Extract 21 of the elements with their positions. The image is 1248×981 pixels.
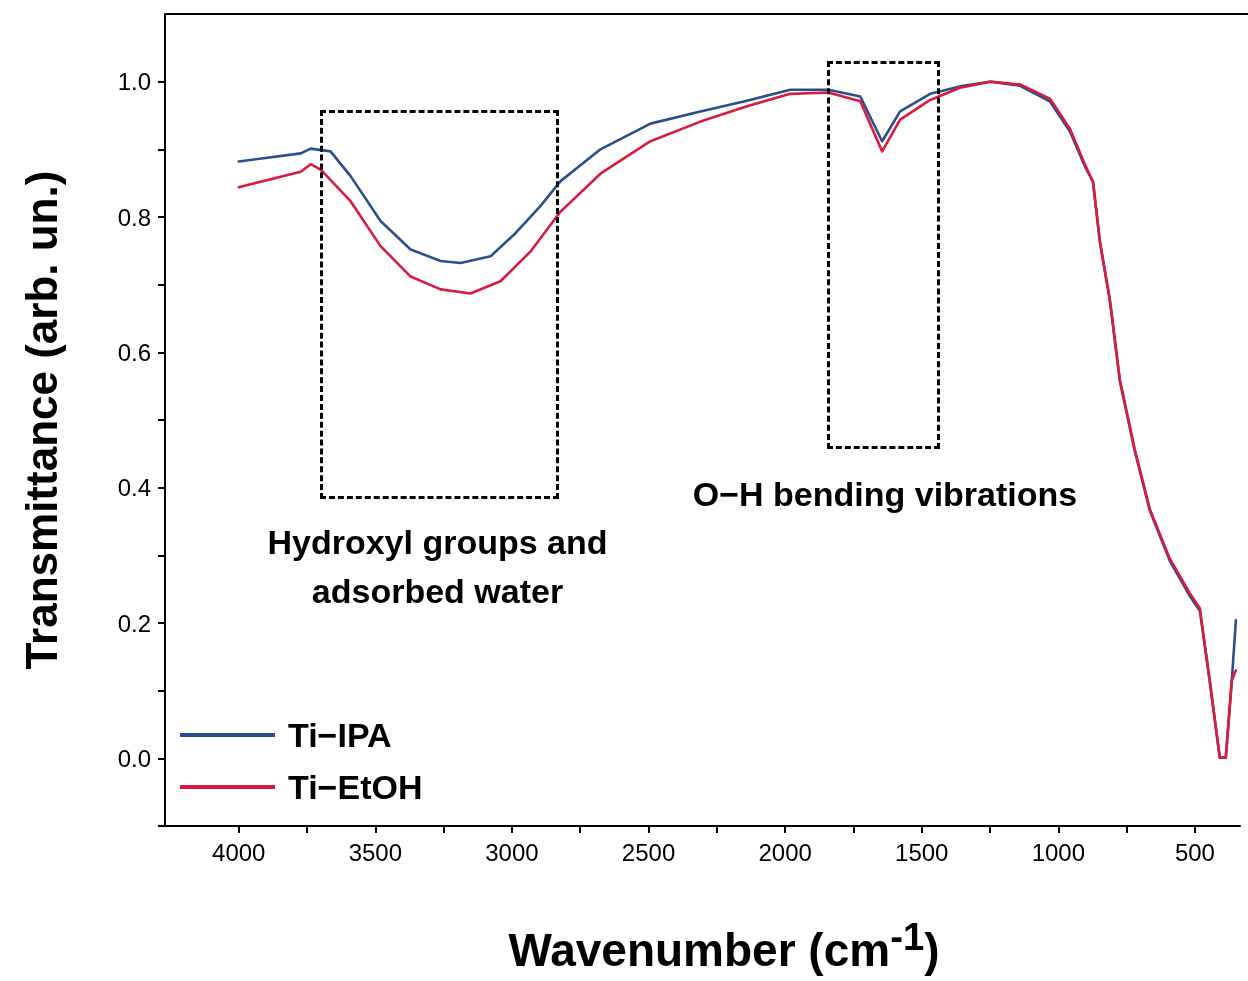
y-tick-label: 0.8 <box>117 203 151 231</box>
x-tick-label: 2000 <box>758 838 812 866</box>
x-tick-label: 1500 <box>895 838 949 866</box>
x-axis-title: Wavenumber (cm$^{-1}$) <box>507 915 941 978</box>
legend-label: Ti−IPA <box>288 716 392 754</box>
y-tick-label: 0.4 <box>117 474 151 502</box>
line-series <box>237 80 1238 759</box>
y-tick-label: 0.0 <box>117 744 151 772</box>
y-tick-label: 0.2 <box>117 609 151 637</box>
x-tick-label: 500 <box>1174 838 1215 866</box>
x-tick-label: 3000 <box>485 838 539 866</box>
annotation: O−H bending vibrations <box>691 474 1079 515</box>
x-tick-label: 3500 <box>348 838 403 866</box>
x-tick-label: 1000 <box>1031 838 1086 866</box>
x-tick-label: 2500 <box>621 838 676 866</box>
y-tick-label: 1.0 <box>117 68 151 96</box>
y-tick-label: 0.6 <box>117 338 151 366</box>
legend-label: Ti−EtOH <box>288 768 423 806</box>
y-axis-title: Transmittance (arb. un.) <box>17 170 67 670</box>
annotation: Hydroxyl groups and adsorbed water <box>266 522 609 613</box>
x-tick-label: 4000 <box>212 838 266 866</box>
